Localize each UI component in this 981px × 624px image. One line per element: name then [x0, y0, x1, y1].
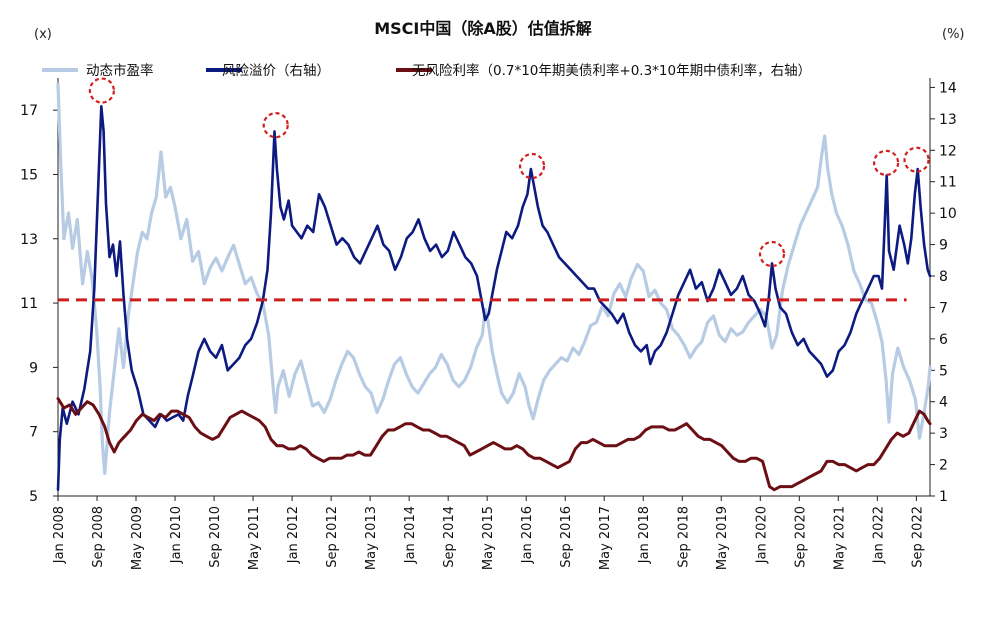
- right-axis-unit: (%): [942, 27, 965, 42]
- right-tick-label: 10: [939, 206, 957, 222]
- legend: 动态市盈率 风险溢价（右轴） 无风险利率（0.7*10年期美债利率+0.3*10年期…: [42, 62, 811, 79]
- right-tick-label: 5: [939, 363, 948, 379]
- legend-label-2: 风险溢价（右轴）: [222, 63, 330, 79]
- right-tick-label: 3: [939, 426, 948, 442]
- x-tick-label: Jan 2016: [520, 506, 535, 564]
- x-tick-label: Sep 2014: [442, 506, 457, 568]
- legend-label-1: 动态市盈率: [86, 62, 154, 79]
- right-tick-label: 6: [939, 332, 948, 348]
- right-tick-label: 12: [939, 143, 957, 159]
- peak-highlight-circle-3: [518, 152, 546, 180]
- right-tick-label: 9: [939, 238, 948, 254]
- x-tick-label: May 2019: [715, 506, 730, 570]
- x-tick-label: May 2009: [130, 506, 145, 570]
- left-tick-label: 15: [20, 167, 38, 183]
- x-tick-label: Jan 2012: [286, 506, 301, 564]
- left-tick-label: 17: [20, 103, 38, 119]
- x-tick-label: May 2011: [247, 506, 262, 570]
- x-tick-label: Sep 2018: [676, 506, 691, 568]
- left-axis-unit: (x): [34, 27, 52, 42]
- x-tick-label: Jan 2014: [403, 506, 418, 564]
- x-tick-label: May 2021: [832, 506, 847, 570]
- peak-highlight-circle-1: [88, 77, 115, 104]
- legend-label-3: 无风险利率（0.7*10年期美债利率+0.3*10年期中债利率，右轴）: [412, 62, 811, 79]
- right-tick-label: 4: [939, 395, 948, 411]
- left-tick-label: 11: [20, 296, 38, 312]
- highlight-markers: [88, 77, 930, 268]
- peak-highlight-circle-4: [758, 240, 786, 268]
- x-tick-label: Jan 2020: [754, 506, 769, 564]
- x-tick-label: May 2015: [481, 506, 496, 570]
- right-tick-label: 8: [939, 269, 948, 285]
- series-line-2: [56, 105, 932, 491]
- x-tick-label: Sep 2020: [793, 506, 808, 568]
- right-tick-label: 14: [939, 80, 957, 96]
- left-tick-label: 13: [20, 232, 38, 248]
- right-tick-label: 1: [939, 489, 948, 505]
- left-tick-label: 9: [29, 360, 38, 376]
- right-tick-label: 13: [939, 112, 957, 128]
- series-line-3: [56, 397, 932, 492]
- x-tick-label: Sep 2012: [325, 506, 340, 568]
- peak-highlight-circle-6: [903, 146, 930, 173]
- x-tick-label: Jan 2022: [871, 506, 886, 564]
- x-tick-label: Jan 2010: [169, 506, 184, 564]
- right-tick-label: 2: [939, 458, 948, 474]
- chart-title: MSCI中国（除A股）估值拆解: [374, 19, 592, 38]
- peak-highlight-circle-5: [873, 149, 900, 176]
- x-tick-label: Jan 2018: [637, 506, 652, 564]
- x-tick-label: May 2013: [364, 506, 379, 570]
- plot-area: [56, 82, 932, 492]
- right-tick-label: 7: [939, 300, 948, 316]
- left-tick-label: 5: [29, 489, 38, 505]
- x-tick-label: Sep 2010: [208, 506, 223, 568]
- x-tick-label: Sep 2008: [91, 506, 106, 568]
- peak-highlight-circle-2: [262, 112, 289, 139]
- x-tick-label: May 2017: [598, 506, 613, 570]
- left-tick-label: 7: [29, 425, 38, 441]
- x-tick-label: Sep 2016: [559, 506, 574, 568]
- x-tick-label: Sep 2022: [910, 506, 925, 568]
- x-tick-label: Jan 2008: [52, 506, 67, 564]
- right-tick-label: 11: [939, 175, 957, 191]
